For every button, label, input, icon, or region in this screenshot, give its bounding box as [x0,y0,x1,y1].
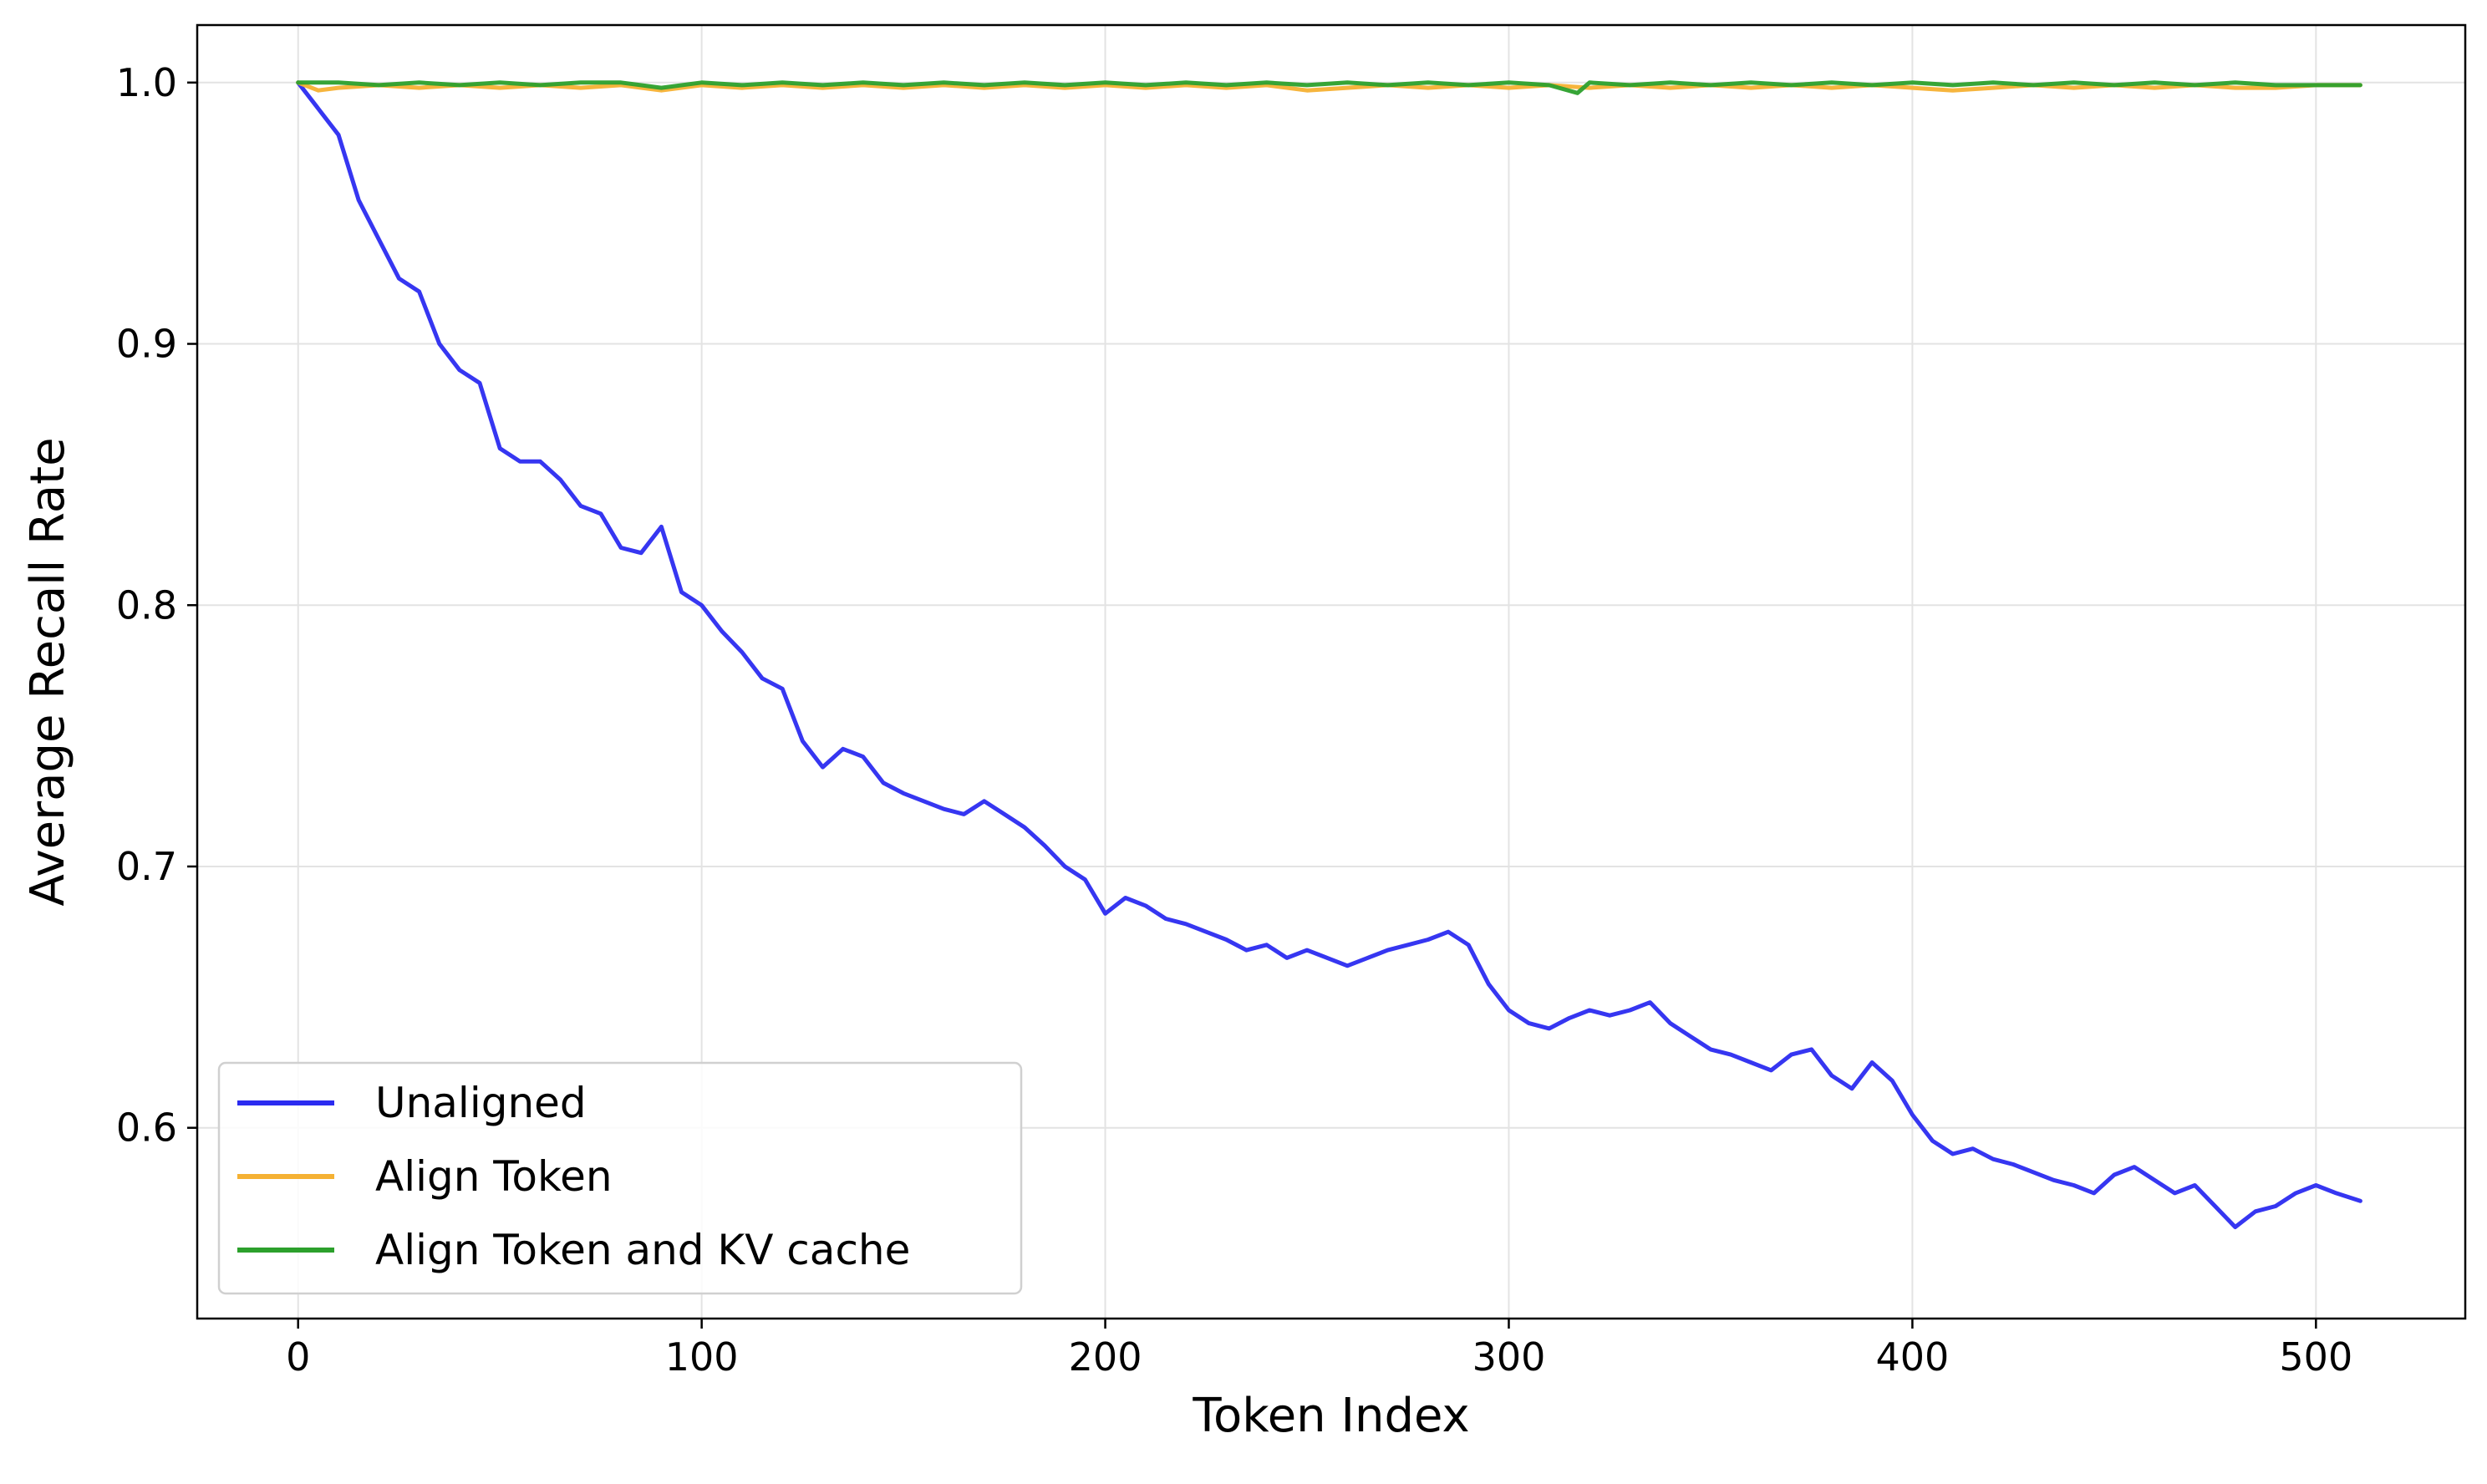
y-tick-label: 1.0 [116,60,177,105]
series-line-1 [296,80,2362,93]
legend-label-1: Align Token [375,1152,613,1201]
series-line-0 [296,80,2362,1229]
y-tick-label: 0.6 [116,1105,177,1151]
y-tick-label: 0.8 [116,582,177,628]
series-line-2 [296,80,2362,95]
axis-ticks: 0 100 200 300 400 500 0.6 0.7 0.8 0.9 1.0 [116,60,2352,1380]
legend-label-2: Align Token and KV cache [375,1226,910,1274]
x-tick-label: 300 [1472,1334,1546,1380]
x-tick-label: 500 [2279,1334,2352,1380]
y-tick-label: 0.7 [116,844,177,889]
legend-label-0: Unaligned [375,1079,587,1127]
x-tick-label: 400 [1875,1334,1949,1380]
series-lines [296,80,2362,1229]
legend: Unaligned Align Token Align Token and KV c… [217,1061,1023,1295]
x-tick-label: 100 [665,1334,739,1380]
plot-frame [196,23,2467,1320]
x-tick-label: 200 [1069,1334,1142,1380]
legend-box [217,1061,1023,1295]
x-tick-label: 0 [286,1334,310,1380]
y-axis-label: Average Recall Rate [21,437,75,906]
x-axis-label: Token Index [1192,1389,1469,1443]
y-tick-label: 0.9 [116,322,177,367]
